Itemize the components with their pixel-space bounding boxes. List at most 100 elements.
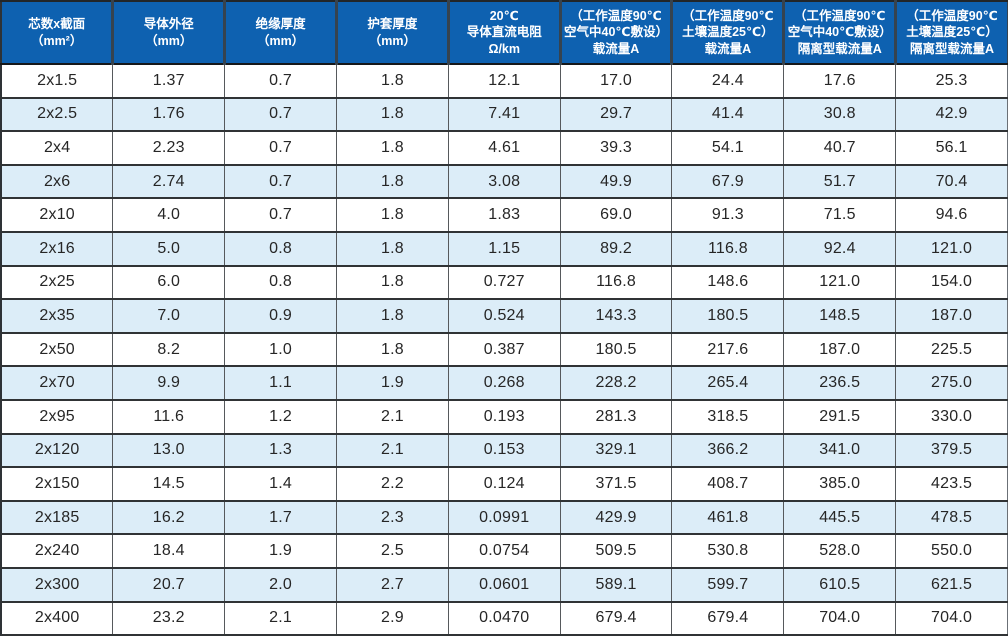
- table-cell: 11.6: [112, 399, 226, 435]
- table-cell: 2x4: [1, 131, 114, 166]
- table-cell: 589.1: [560, 567, 673, 603]
- table-cell: 49.9: [560, 164, 673, 200]
- table-cell: 3.08: [448, 164, 561, 200]
- table-cell: 0.387: [448, 332, 561, 368]
- table-cell: 0.0991: [448, 500, 561, 536]
- table-cell: 0.0601: [448, 567, 561, 603]
- table-cell: 148.5: [783, 299, 897, 334]
- table-cell: 2.23: [112, 131, 226, 166]
- table-row: 2x185 16.2 1.7 2.3 0.0991 429.9 461.8 445.5 478.…: [1, 500, 1008, 536]
- table-cell: 1.8: [336, 97, 449, 133]
- table-cell: 445.5: [783, 500, 897, 536]
- table-cell: 1.8: [336, 299, 449, 334]
- header-line: 导体外径: [143, 17, 194, 31]
- table-row: 2x35 7.0 0.9 1.8 0.524 143.3 180.5 148.5 187.0: [1, 299, 1008, 334]
- column-header-cores-x-section: 芯数x截面 （mm²）: [1, 1, 115, 65]
- table-cell: 2.0: [224, 567, 337, 603]
- table-header: 芯数x截面 （mm²） 导体外径 （mm） 绝缘厚度 （mm） 护套厚度 （mm） 20℃ 导体直…: [1, 1, 1008, 65]
- table-row: 2x10 4.0 0.7 1.8 1.83 69.0 91.3 71.5 94.6: [1, 198, 1008, 233]
- table-cell: 2.2: [336, 467, 449, 502]
- header-line: 空气中40℃敷设）: [787, 25, 892, 40]
- header-line: （mm²）: [30, 33, 83, 48]
- table-row: 2x300 20.7 2.0 2.7 0.0601 589.1 599.7 610.5 621.…: [1, 567, 1008, 603]
- table-cell: 1.8: [336, 332, 449, 368]
- table-cell: 2.7: [336, 567, 449, 603]
- table-cell: 0.7: [224, 64, 337, 99]
- column-header-isolated-ampacity-soil-25c: （工作温度90℃ 土壤温度25℃） 隔离型载流量A: [895, 1, 1008, 65]
- table-cell: 14.5: [112, 467, 226, 502]
- table-cell: 56.1: [895, 131, 1008, 166]
- table-cell: 6.0: [112, 265, 226, 301]
- table-cell: 1.8: [336, 131, 449, 166]
- header-line: 护套厚度: [367, 17, 418, 31]
- table-cell: 13.0: [112, 433, 226, 469]
- header-line: 导体直流电阻: [466, 25, 542, 40]
- table-cell: 1.8: [336, 265, 449, 301]
- table-cell: 91.3: [671, 198, 785, 233]
- table-cell: 408.7: [671, 467, 785, 502]
- table-cell: 180.5: [671, 299, 785, 334]
- table-cell: 371.5: [560, 467, 673, 502]
- table-cell: 1.8: [336, 64, 449, 99]
- table-cell: 461.8: [671, 500, 785, 536]
- table-cell: 8.2: [112, 332, 226, 368]
- table-cell: 0.727: [448, 265, 561, 301]
- table-cell: 29.7: [560, 97, 673, 133]
- table-cell: 2x300: [1, 567, 114, 603]
- table-cell: 2.5: [336, 534, 449, 569]
- table-cell: 423.5: [895, 467, 1008, 502]
- table-cell: 366.2: [671, 433, 785, 469]
- header-line: （mm）: [145, 33, 193, 48]
- table-cell: 18.4: [112, 534, 226, 569]
- table-cell: 341.0: [783, 433, 897, 469]
- column-header-conductor-outer-diameter: 导体外径 （mm）: [112, 1, 227, 65]
- table-cell: 1.2: [224, 399, 337, 435]
- table-cell: 1.8: [336, 198, 449, 233]
- table-cell: 143.3: [560, 299, 673, 334]
- table-cell: 0.124: [448, 467, 561, 502]
- table-cell: 2x25: [1, 265, 114, 301]
- table-cell: 318.5: [671, 399, 785, 435]
- table-row: 2x16 5.0 0.8 1.8 1.15 89.2 116.8 92.4 121.0: [1, 231, 1008, 267]
- header-line: Ω/km: [488, 41, 520, 56]
- table-cell: 228.2: [560, 366, 673, 401]
- table-cell: 1.8: [336, 231, 449, 267]
- table-cell: 187.0: [783, 332, 897, 368]
- table-cell: 2x150: [1, 467, 114, 502]
- table-cell: 2.74: [112, 164, 226, 200]
- table-row: 2x150 14.5 1.4 2.2 0.124 371.5 408.7 385.0 423.5: [1, 467, 1008, 502]
- table-cell: 550.0: [895, 534, 1008, 569]
- table-cell: 54.1: [671, 131, 785, 166]
- table-cell: 30.8: [783, 97, 897, 133]
- table-cell: 2x400: [1, 601, 114, 637]
- table-cell: 94.6: [895, 198, 1008, 233]
- table-cell: 679.4: [560, 601, 673, 637]
- header-line: 隔离型载流量A: [797, 41, 882, 56]
- table-cell: 704.0: [783, 601, 897, 637]
- table-cell: 2x16: [1, 231, 114, 267]
- table-cell: 2x240: [1, 534, 114, 569]
- table-cell: 2x50: [1, 332, 114, 368]
- table-cell: 2x6: [1, 164, 114, 200]
- table-cell: 275.0: [895, 366, 1008, 401]
- table-cell: 610.5: [783, 567, 897, 603]
- table-cell: 23.2: [112, 601, 226, 637]
- header-line: （工作温度90℃: [682, 8, 774, 23]
- table-cell: 1.7: [224, 500, 337, 536]
- table-cell: 621.5: [895, 567, 1008, 603]
- table-row: 2x2.5 1.76 0.7 1.8 7.41 29.7 41.4 30.8 42.9: [1, 97, 1008, 133]
- table-cell: 0.8: [224, 265, 337, 301]
- table-cell: 187.0: [895, 299, 1008, 334]
- table-cell: 12.1: [448, 64, 561, 99]
- table-cell: 429.9: [560, 500, 673, 536]
- header-line: （工作温度90℃: [570, 8, 662, 23]
- table-cell: 5.0: [112, 231, 226, 267]
- table-cell: 599.7: [671, 567, 785, 603]
- table-row: 2x120 13.0 1.3 2.1 0.153 329.1 366.2 341.0 379.5: [1, 433, 1008, 469]
- table-cell: 0.7: [224, 131, 337, 166]
- table-cell: 20.7: [112, 567, 226, 603]
- table-cell: 530.8: [671, 534, 785, 569]
- table-cell: 236.5: [783, 366, 897, 401]
- table-cell: 70.4: [895, 164, 1008, 200]
- table-cell: 1.8: [336, 164, 449, 200]
